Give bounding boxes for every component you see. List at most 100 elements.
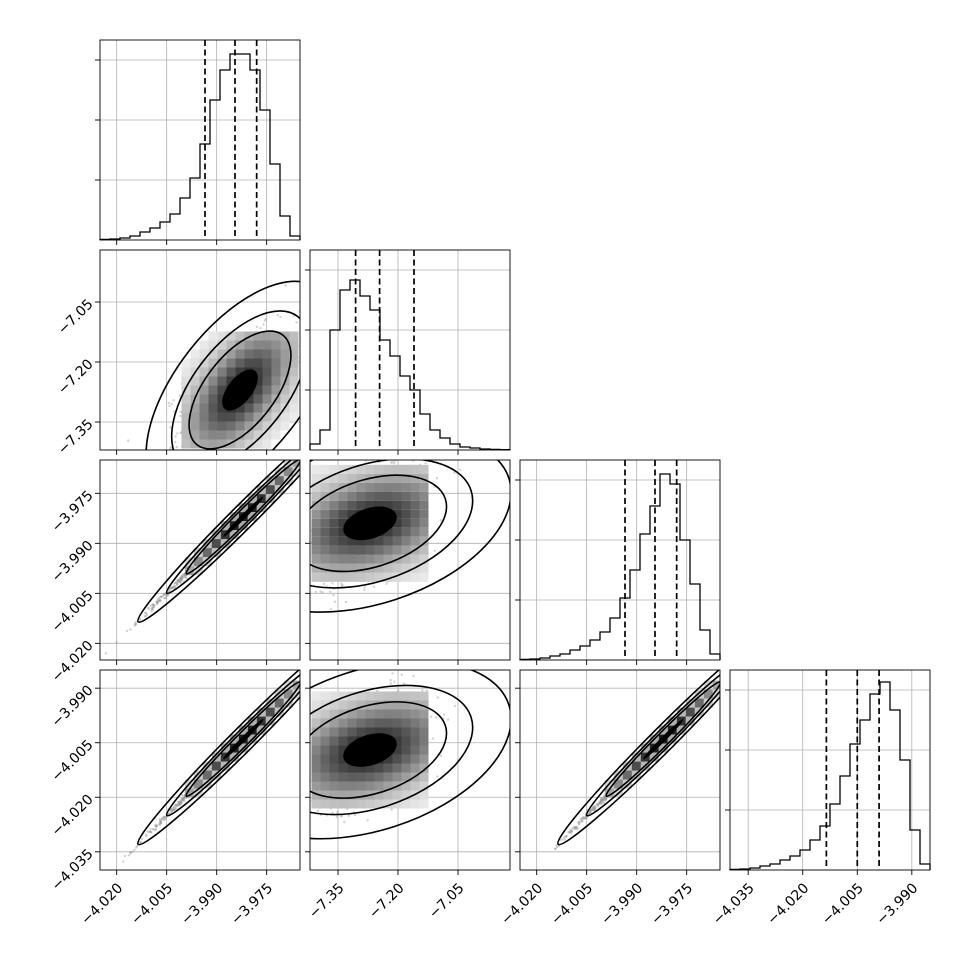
sample-point <box>196 466 198 468</box>
sample-point <box>177 804 181 807</box>
density-cell <box>401 518 411 528</box>
sample-point <box>165 594 168 597</box>
density-cell <box>401 572 411 582</box>
density-cell <box>202 539 212 549</box>
density-cell <box>208 403 218 413</box>
density-cell <box>347 491 357 501</box>
histogram-2 <box>519 473 721 661</box>
density-cell <box>271 421 281 431</box>
contour-1 <box>188 330 292 450</box>
sample-point <box>176 583 179 587</box>
sample-point <box>171 586 174 589</box>
sample-point <box>296 758 298 760</box>
sample-point <box>155 825 158 828</box>
density-cell <box>320 482 330 492</box>
sample-point <box>135 846 138 849</box>
density-cell <box>383 500 393 510</box>
density-cell <box>190 349 200 359</box>
sample-point <box>178 803 182 806</box>
density-cell <box>244 403 254 413</box>
density-cell <box>271 358 281 368</box>
axes-frame <box>99 669 301 871</box>
sample-point <box>182 798 185 801</box>
sample-point <box>155 601 159 604</box>
density-cell <box>374 572 384 582</box>
sample-point <box>152 828 155 831</box>
density-cell <box>262 331 272 341</box>
sample-point <box>138 618 141 621</box>
sample-point <box>172 399 175 402</box>
sample-point <box>442 713 446 716</box>
sample-point <box>166 594 169 598</box>
density-cell <box>208 385 218 395</box>
density-cell <box>274 485 284 495</box>
sample-point <box>185 577 189 580</box>
sample-point <box>306 790 308 792</box>
sample-point <box>152 604 155 607</box>
density-cell <box>320 527 330 537</box>
density-cell <box>338 518 348 528</box>
density-cell <box>419 491 429 501</box>
sample-point <box>220 456 222 458</box>
density-cell <box>181 412 191 422</box>
density-cell <box>401 500 411 510</box>
sample-point <box>181 798 184 801</box>
density-cell <box>235 358 245 368</box>
sample-point <box>180 575 184 578</box>
density-cell <box>383 491 393 501</box>
density-cell <box>253 403 263 413</box>
density-peak <box>223 719 264 760</box>
density-cell <box>374 473 384 483</box>
axes-frame <box>309 459 511 661</box>
density-cell <box>190 421 200 431</box>
sample-point <box>179 579 182 582</box>
sample-point <box>176 580 179 584</box>
sample-point <box>184 575 187 579</box>
sample-point <box>157 596 161 600</box>
density-cell <box>190 358 200 368</box>
sample-point <box>156 598 159 601</box>
sample-point <box>159 820 162 823</box>
density-cell <box>365 491 375 501</box>
sample-point <box>279 316 282 319</box>
density-cell <box>244 331 254 341</box>
density-cell <box>253 349 263 359</box>
sample-point <box>173 586 177 589</box>
density-cell <box>410 554 420 564</box>
density-cell <box>419 482 429 492</box>
sample-point <box>365 451 367 453</box>
sample-point <box>363 586 366 589</box>
sample-point <box>304 566 306 568</box>
density-cell <box>190 430 200 440</box>
sample-point <box>182 580 185 583</box>
density-cell <box>347 482 357 492</box>
density-cell <box>374 545 384 555</box>
density-cell <box>356 491 366 501</box>
sample-point <box>149 830 152 834</box>
sample-point <box>303 565 305 567</box>
sample-point <box>152 605 155 609</box>
density-cell <box>226 331 236 341</box>
density-cell <box>217 385 227 395</box>
sample-point <box>178 801 181 805</box>
density-cell <box>262 439 272 449</box>
scatter-panel-0-3 <box>95 669 301 875</box>
density-cell <box>374 500 384 510</box>
sample-point <box>178 801 181 805</box>
sample-point <box>431 737 435 740</box>
density-cell <box>226 376 236 386</box>
sample-point <box>296 588 298 590</box>
sample-point <box>177 579 180 582</box>
sample-point <box>300 356 302 358</box>
sample-point <box>172 809 175 812</box>
density-cell <box>329 464 339 474</box>
density-cell <box>271 331 281 341</box>
density-cell <box>199 349 209 359</box>
sample-point <box>163 597 166 600</box>
contour-1 <box>310 474 448 573</box>
density-cell <box>289 412 299 422</box>
density-cell <box>311 563 321 573</box>
density-cell <box>208 439 218 449</box>
sample-point <box>104 652 108 655</box>
density-cell <box>419 509 429 519</box>
